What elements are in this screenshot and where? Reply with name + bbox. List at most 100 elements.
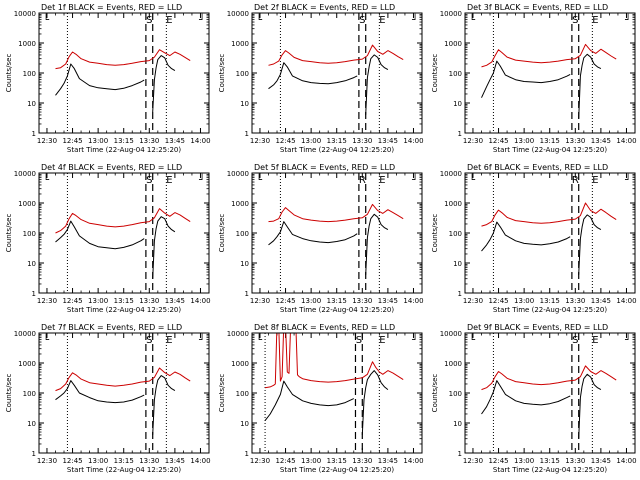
x-axis-label: Start Time (22-Aug-04 12:25:20) [493,466,607,474]
y-tick-label: 1 [245,130,249,138]
y-axis-label: Counts/sec [431,374,439,413]
x-tick-label: 13:45 [591,137,611,145]
x-tick-label: 13:30 [352,457,372,465]
plot-frame [251,332,423,454]
y-tick-label: 1 [32,290,36,298]
events-series-line [578,214,602,275]
detector-panel-2f: Det 2f BLACK = Events, RED = LLD Counts/s… [218,3,424,154]
corner-mark-left: └ [43,173,50,186]
y-tick-label: 1000 [18,200,36,208]
corner-mark-left: └ [469,173,476,186]
lld-series-line [481,365,617,391]
lld-series-line [55,49,191,70]
x-tick-label: 13:30 [565,457,585,465]
x-tick-label: 14:00 [190,297,210,305]
marker-label: S [572,15,578,26]
y-tick-label: 10000 [227,330,249,338]
events-series-line [55,380,145,404]
panel-title: Det 5f BLACK = Events, RED = LLD [254,163,395,172]
x-tick-label: 12:45 [275,137,295,145]
x-tick-label: 14:00 [403,137,423,145]
x-tick-label: 12:30 [250,457,270,465]
x-tick-label: 12:30 [463,457,483,465]
x-tick-label: 12:30 [37,457,57,465]
events-series-line [365,54,389,115]
detector-panel-9f: Det 9f BLACK = Events, RED = LLD Counts/s… [431,323,637,474]
x-tick-label: 13:30 [139,457,159,465]
y-tick-label: 10000 [14,330,36,338]
x-tick-label: 13:15 [540,457,560,465]
marker-label: S [146,175,152,186]
x-tick-label: 13:15 [327,297,347,305]
y-axis-label: Counts/sec [5,214,13,253]
x-tick-label: 13:45 [378,457,398,465]
detector-panel-6f: Det 6f BLACK = Events, RED = LLD Counts/s… [431,163,637,314]
detector-panel-3f: Det 3f BLACK = Events, RED = LLD Counts/s… [431,3,637,154]
y-tick-label: 10 [240,100,249,108]
x-tick-label: 12:45 [275,457,295,465]
marker-label: E [592,175,598,186]
corner-mark-left: └ [469,333,476,346]
y-tick-label: 1000 [231,40,249,48]
plot-frame [464,172,636,294]
x-tick-label: 12:30 [37,297,57,305]
y-tick-label: 1000 [18,40,36,48]
x-tick-label: 13:15 [540,137,560,145]
plot-frame [38,172,210,294]
corner-mark-left: └ [43,13,50,26]
lld-series-line [265,333,404,389]
detector-panel-8f: Det 8f BLACK = Events, RED = LLD Counts/s… [218,323,424,474]
x-tick-label: 13:00 [301,137,321,145]
x-tick-label: 13:45 [591,297,611,305]
marker-label: E [166,175,172,186]
lld-series-line [481,202,617,227]
plot-frame [251,12,423,134]
y-tick-label: 10 [27,100,36,108]
events-series-line [55,63,145,96]
corner-mark-right: ┘ [412,173,418,186]
corner-mark-right: ┘ [412,333,418,346]
x-tick-label: 12:30 [463,297,483,305]
x-tick-label: 12:45 [62,457,82,465]
x-axis-label: Start Time (22-Aug-04 12:25:20) [67,146,181,154]
marker-label: E [592,335,598,346]
x-tick-label: 13:15 [114,137,134,145]
corner-mark-left: └ [256,173,263,186]
y-tick-label: 100 [449,390,462,398]
events-series-line [268,221,358,246]
x-tick-label: 13:30 [139,297,159,305]
marker-label: S [572,335,578,346]
x-tick-label: 12:30 [37,137,57,145]
y-tick-label: 10000 [440,330,462,338]
y-tick-label: 10 [453,100,462,108]
x-tick-label: 12:45 [488,137,508,145]
x-tick-label: 13:15 [540,297,560,305]
x-tick-label: 13:45 [591,457,611,465]
corner-mark-left: └ [469,13,476,26]
plot-frame [38,12,210,134]
plot-frame [38,332,210,454]
y-tick-label: 100 [449,230,462,238]
x-tick-label: 14:00 [403,457,423,465]
x-tick-label: 13:15 [114,297,134,305]
marker-label: E [379,335,385,346]
lld-series-line [268,44,404,66]
detector-panel-7f: Det 7f BLACK = Events, RED = LLD Counts/s… [5,323,211,474]
x-tick-label: 13:30 [139,137,159,145]
y-axis-label: Counts/sec [218,54,226,93]
y-tick-label: 1 [458,130,462,138]
corner-mark-right: ┘ [625,173,631,186]
x-axis-label: Start Time (22-Aug-04 12:25:20) [280,466,394,474]
x-tick-label: 12:45 [488,297,508,305]
y-tick-label: 1000 [444,40,462,48]
x-axis-label: Start Time (22-Aug-04 12:25:20) [493,146,607,154]
y-tick-label: 10000 [227,10,249,18]
x-tick-label: 13:30 [352,297,372,305]
corner-mark-left: └ [256,13,263,26]
x-tick-label: 13:00 [88,137,108,145]
corner-mark-left: └ [43,333,50,346]
y-tick-label: 1 [32,130,36,138]
y-tick-label: 1 [245,450,249,458]
y-axis-label: Counts/sec [218,214,226,253]
